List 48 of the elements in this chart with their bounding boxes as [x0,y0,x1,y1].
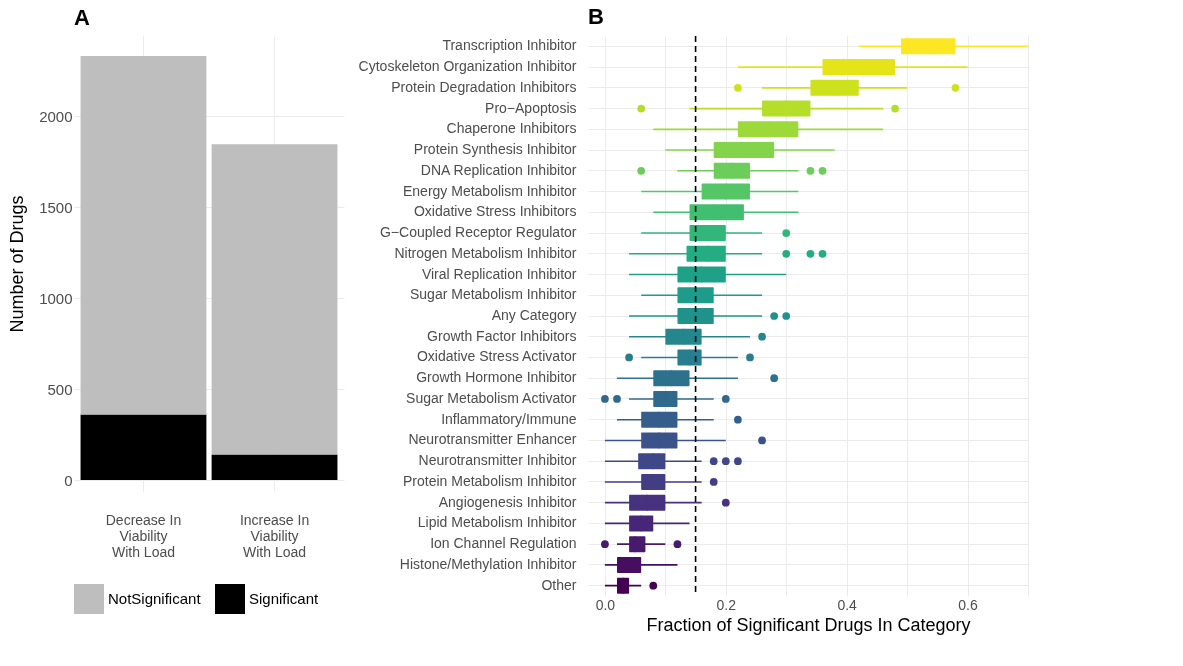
x-tick-label: Increase In Viability With Load [239,511,310,560]
chart-title: B [588,4,604,30]
y-tick-label: G−Coupled Receptor Regulator [379,224,577,241]
y-tick-label: Protein Degradation Inhibitors [391,78,577,95]
x-tick-label: 0.2 [716,596,737,613]
y-tick-label: Neurotransmitter Inhibitor [418,452,577,469]
y-tick-label: 2000 [39,107,73,125]
y-tick-label: Nitrogen Metabolism Inhibitor [394,244,577,261]
y-tick-label: Sugar Metabolism Activator [406,389,577,406]
chart-title: A [74,5,90,30]
y-tick-label: Pro−Apoptosis [485,99,577,116]
y-tick-label: 1000 [39,289,73,307]
legend-label: NotSignificant [108,590,202,607]
y-tick-label: Other [541,576,577,593]
bar [211,144,338,455]
x-tick-label: Decrease In Viability With Load [105,511,182,560]
y-tick-label: Neurotransmitter Enhancer [408,431,577,448]
y-tick-label: Inflammatory/Immune [441,410,577,427]
y-tick-label: Any Category [491,307,577,323]
bar [211,454,338,481]
y-tick-label: Lipid Metabolism Inhibitor [417,514,577,531]
y-tick-label: 0 [64,471,73,489]
y-tick-label: Viral Replication Inhibitor [421,265,577,282]
y-axis-title: Number of Drugs [7,195,28,333]
y-tick-label: Growth Factor Inhibitors [427,327,577,344]
bar [80,56,207,415]
y-tick-label: Growth Hormone Inhibitor [416,369,577,386]
y-tick-label: Oxidative Stress Inhibitors [413,203,577,220]
x-axis-title: Fraction of Significant Drugs In Category [646,614,971,635]
y-tick-label: Protein Synthesis Inhibitor [413,141,577,158]
y-tick-label: 1500 [39,198,73,216]
y-tick-label: Cytoskeleton Organization Inhibitor [358,58,577,75]
y-tick-label: Sugar Metabolism Inhibitor [409,286,577,303]
y-tick-label: Oxidative Stress Activator [416,348,577,365]
y-tick-label: Transcription Inhibitor [442,37,577,54]
x-tick-label: 0.0 [595,596,616,613]
y-tick-label: Ion Channel Regulation [430,535,577,552]
y-tick-label: Protein Metabolism Inhibitor [402,472,577,489]
y-tick-label: Histone/Methylation Inhibitor [399,555,577,572]
y-tick-label: Angiogenesis Inhibitor [438,493,577,510]
legend-label: Significant [249,590,320,607]
y-tick-label: Chaperone Inhibitors [446,120,577,137]
y-tick-label: Energy Metabolism Inhibitor [402,182,577,199]
y-tick-label: DNA Replication Inhibitor [420,161,577,178]
x-tick-label: 0.6 [958,596,978,613]
y-tick-label: 500 [47,380,73,398]
bar [80,414,207,481]
x-tick-label: 0.4 [837,596,858,613]
